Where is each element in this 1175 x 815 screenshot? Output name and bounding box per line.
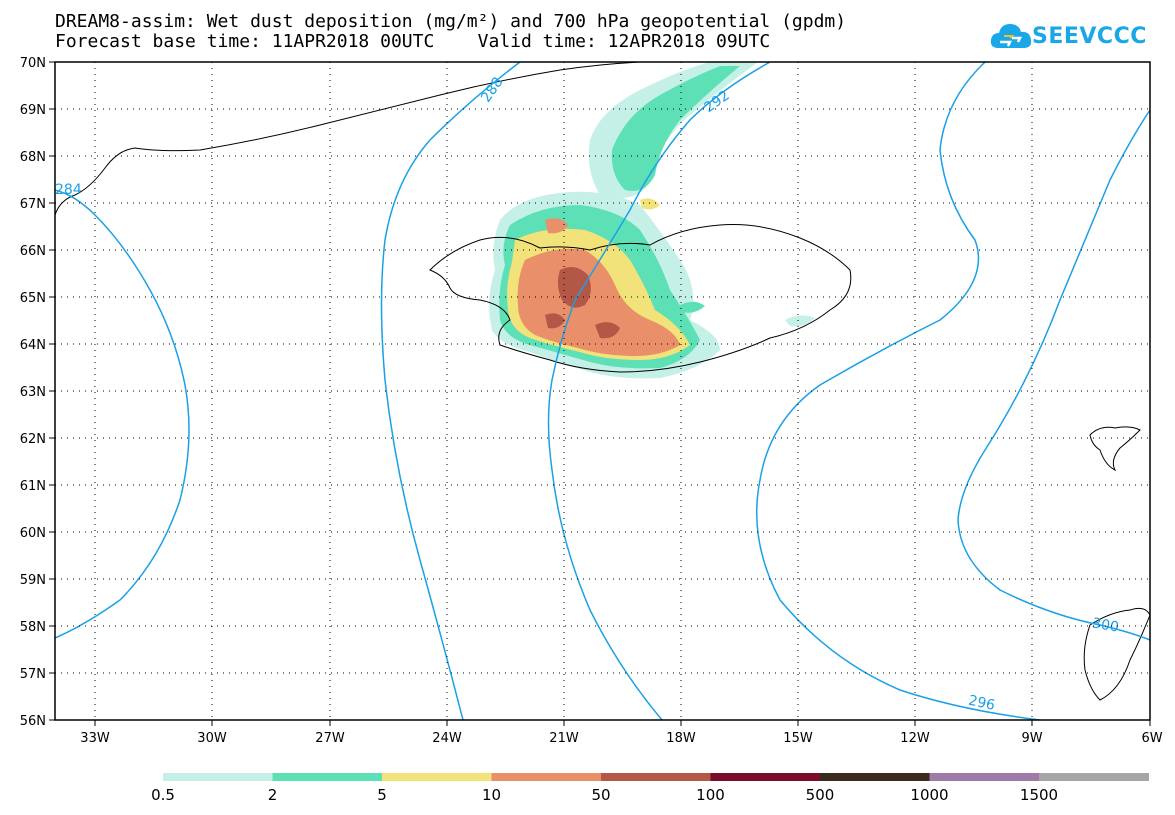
- lat-label: 70N: [20, 56, 46, 71]
- legend-swatch: [710, 773, 821, 781]
- legend-label: 0.5: [151, 786, 175, 804]
- legend-swatch: [272, 773, 383, 781]
- legend-swatch: [491, 773, 602, 781]
- lon-label: 27W: [315, 731, 345, 746]
- lon-label: 24W: [432, 731, 462, 746]
- geopotential-contours: [54, 61, 1151, 721]
- dust-plume-mid: [611, 66, 740, 191]
- lat-label: 61N: [20, 479, 46, 494]
- dust-deposition-field: [489, 62, 815, 379]
- lon-label: 12W: [900, 731, 930, 746]
- lat-label: 66N: [20, 244, 46, 259]
- legend-swatch: [1039, 773, 1149, 781]
- lon-label: 18W: [666, 731, 696, 746]
- legend-label: 500: [806, 786, 835, 804]
- lat-label: 59N: [20, 573, 46, 588]
- legend-label: 100: [696, 786, 725, 804]
- contour-284: [54, 189, 190, 639]
- legend-label: 5: [377, 786, 387, 804]
- legend-label: 10: [482, 786, 501, 804]
- shetland-coast: [1083, 607, 1151, 701]
- contour-296: [756, 61, 1041, 721]
- lat-label: 69N: [20, 103, 46, 118]
- dust-zone-10: [517, 248, 680, 357]
- lat-label: 64N: [20, 338, 46, 353]
- contour-292: [547, 61, 771, 721]
- lat-label: 67N: [20, 197, 46, 212]
- contour-labels: 288 292 296 284 300: [55, 74, 1120, 713]
- longitude-labels: 33W 30W 27W 24W 21W 18W 15W 12W 9W 6W: [80, 731, 1162, 746]
- tick-marks: [49, 61, 1151, 726]
- dust-spot-east: [680, 301, 705, 313]
- dust-plume-light: [588, 62, 758, 198]
- legend-label: 1500: [1020, 786, 1058, 804]
- lat-label: 57N: [20, 667, 46, 682]
- cloud-logo-icon: [990, 24, 1032, 48]
- legend-label: 2: [268, 786, 278, 804]
- contour-288: [380, 61, 521, 721]
- chart-title: DREAM8-assim: Wet dust deposition (mg/m²…: [55, 11, 847, 32]
- contour-300: [957, 109, 1151, 641]
- legend-swatch: [929, 773, 1040, 781]
- lat-label: 60N: [20, 526, 46, 541]
- dust-spot-plume: [640, 198, 660, 210]
- lon-label: 6W: [1141, 731, 1162, 746]
- greenland-coast: [54, 61, 641, 216]
- lat-label: 65N: [20, 291, 46, 306]
- lon-label: 33W: [80, 731, 110, 746]
- legend-label: 1000: [910, 786, 948, 804]
- lat-label: 68N: [20, 150, 46, 165]
- lon-label: 9W: [1021, 731, 1042, 746]
- dust-spot-north: [545, 218, 568, 234]
- chart-subtitle: Forecast base time: 11APR2018 00UTC Vali…: [55, 31, 771, 52]
- lat-label: 56N: [20, 714, 46, 729]
- graticule: [55, 62, 1150, 720]
- lon-label: 21W: [549, 731, 579, 746]
- legend-swatch: [601, 773, 711, 781]
- faroe-islands-coast: [1089, 426, 1141, 472]
- latitude-labels: 70N 69N 68N 67N 66N 65N 64N 63N 62N 61N …: [20, 56, 46, 729]
- lat-label: 58N: [20, 620, 46, 635]
- seevccc-logo: SEEVCCC: [990, 18, 1146, 58]
- lat-label: 63N: [20, 385, 46, 400]
- contour-label-288: 288: [478, 74, 506, 105]
- legend-swatch: [382, 773, 492, 781]
- legend-swatch: [820, 773, 930, 781]
- logo-text: SEEVCCC: [1032, 24, 1147, 49]
- legend-labels: 0.5 2 5 10 50 100 500 1000 1500: [151, 786, 1058, 804]
- contour-label-296: 296: [967, 693, 997, 714]
- lon-label: 30W: [197, 731, 227, 746]
- legend-swatch: [163, 773, 273, 781]
- contour-label-284: 284: [55, 182, 82, 198]
- legend-label: 50: [591, 786, 610, 804]
- lon-label: 15W: [783, 731, 813, 746]
- lat-label: 62N: [20, 432, 46, 447]
- dust-spot-southeast: [785, 315, 815, 327]
- legend-colorbar: [163, 773, 1149, 781]
